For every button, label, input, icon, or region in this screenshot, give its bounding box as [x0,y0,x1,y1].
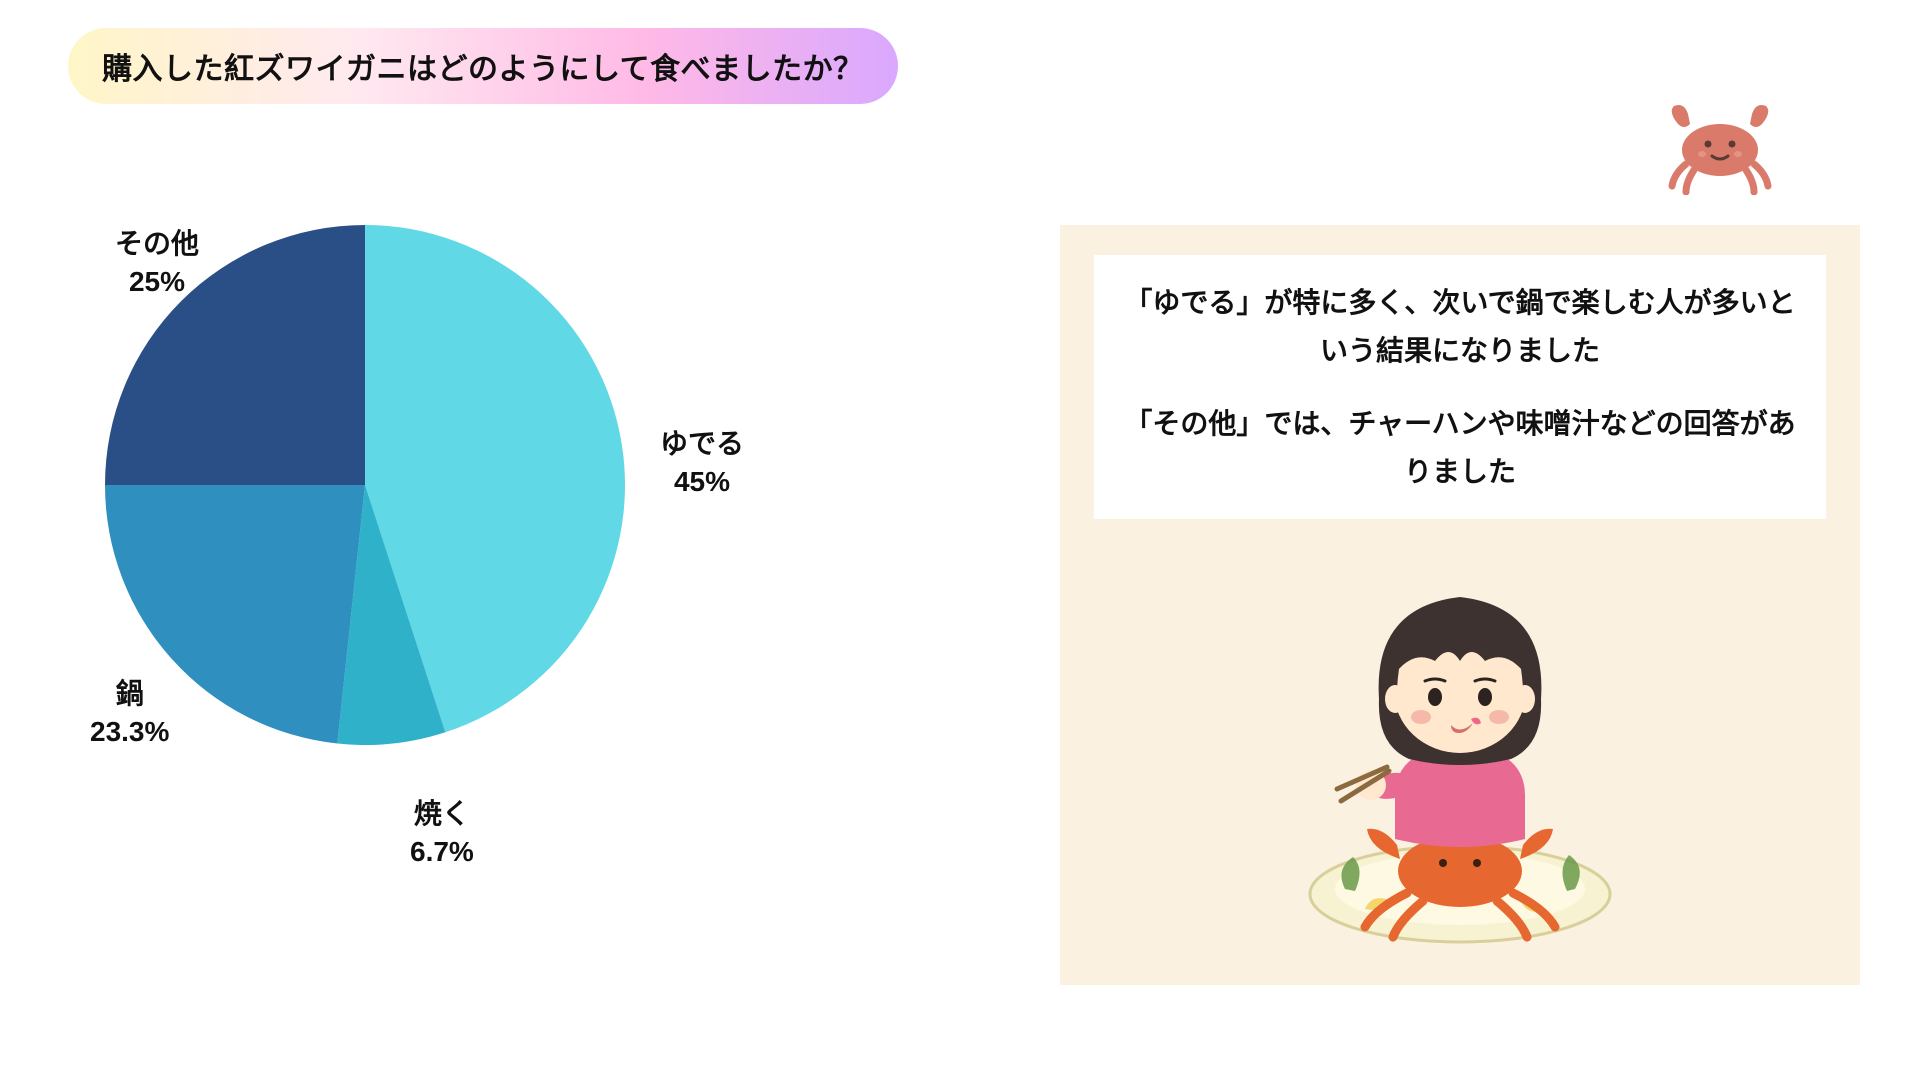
page-title-banner: 購入した紅ズワイガニはどのようにして食べましたか？ [68,28,898,104]
pie-svg [105,225,625,745]
crab-icon [1660,100,1780,200]
pie-label: ゆでる45% [660,425,744,501]
pie-label: 焼く6.7% [410,795,474,871]
info-text-box: 「ゆでる」が特に多く、次いで鍋で楽しむ人が多いという結果になりました 「その他」… [1094,255,1826,519]
info-panel: 「ゆでる」が特に多く、次いで鍋で楽しむ人が多いという結果になりました 「その他」… [1060,225,1860,985]
pie-label: その他25% [115,225,199,301]
info-line-1: 「ゆでる」が特に多く、次いで鍋で楽しむ人が多いという結果になりました [1116,279,1804,374]
pie-label: 鍋23.3% [90,675,169,751]
page-title-text: 購入した紅ズワイガニはどのようにして食べましたか？ [102,53,864,86]
girl-eating-crab-illustration [1094,549,1826,949]
info-line-2: 「その他」では、チャーハンや味噌汁などの回答がありました [1116,400,1804,495]
pie-chart: ゆでる45%焼く6.7%鍋23.3%その他25% [105,225,625,745]
